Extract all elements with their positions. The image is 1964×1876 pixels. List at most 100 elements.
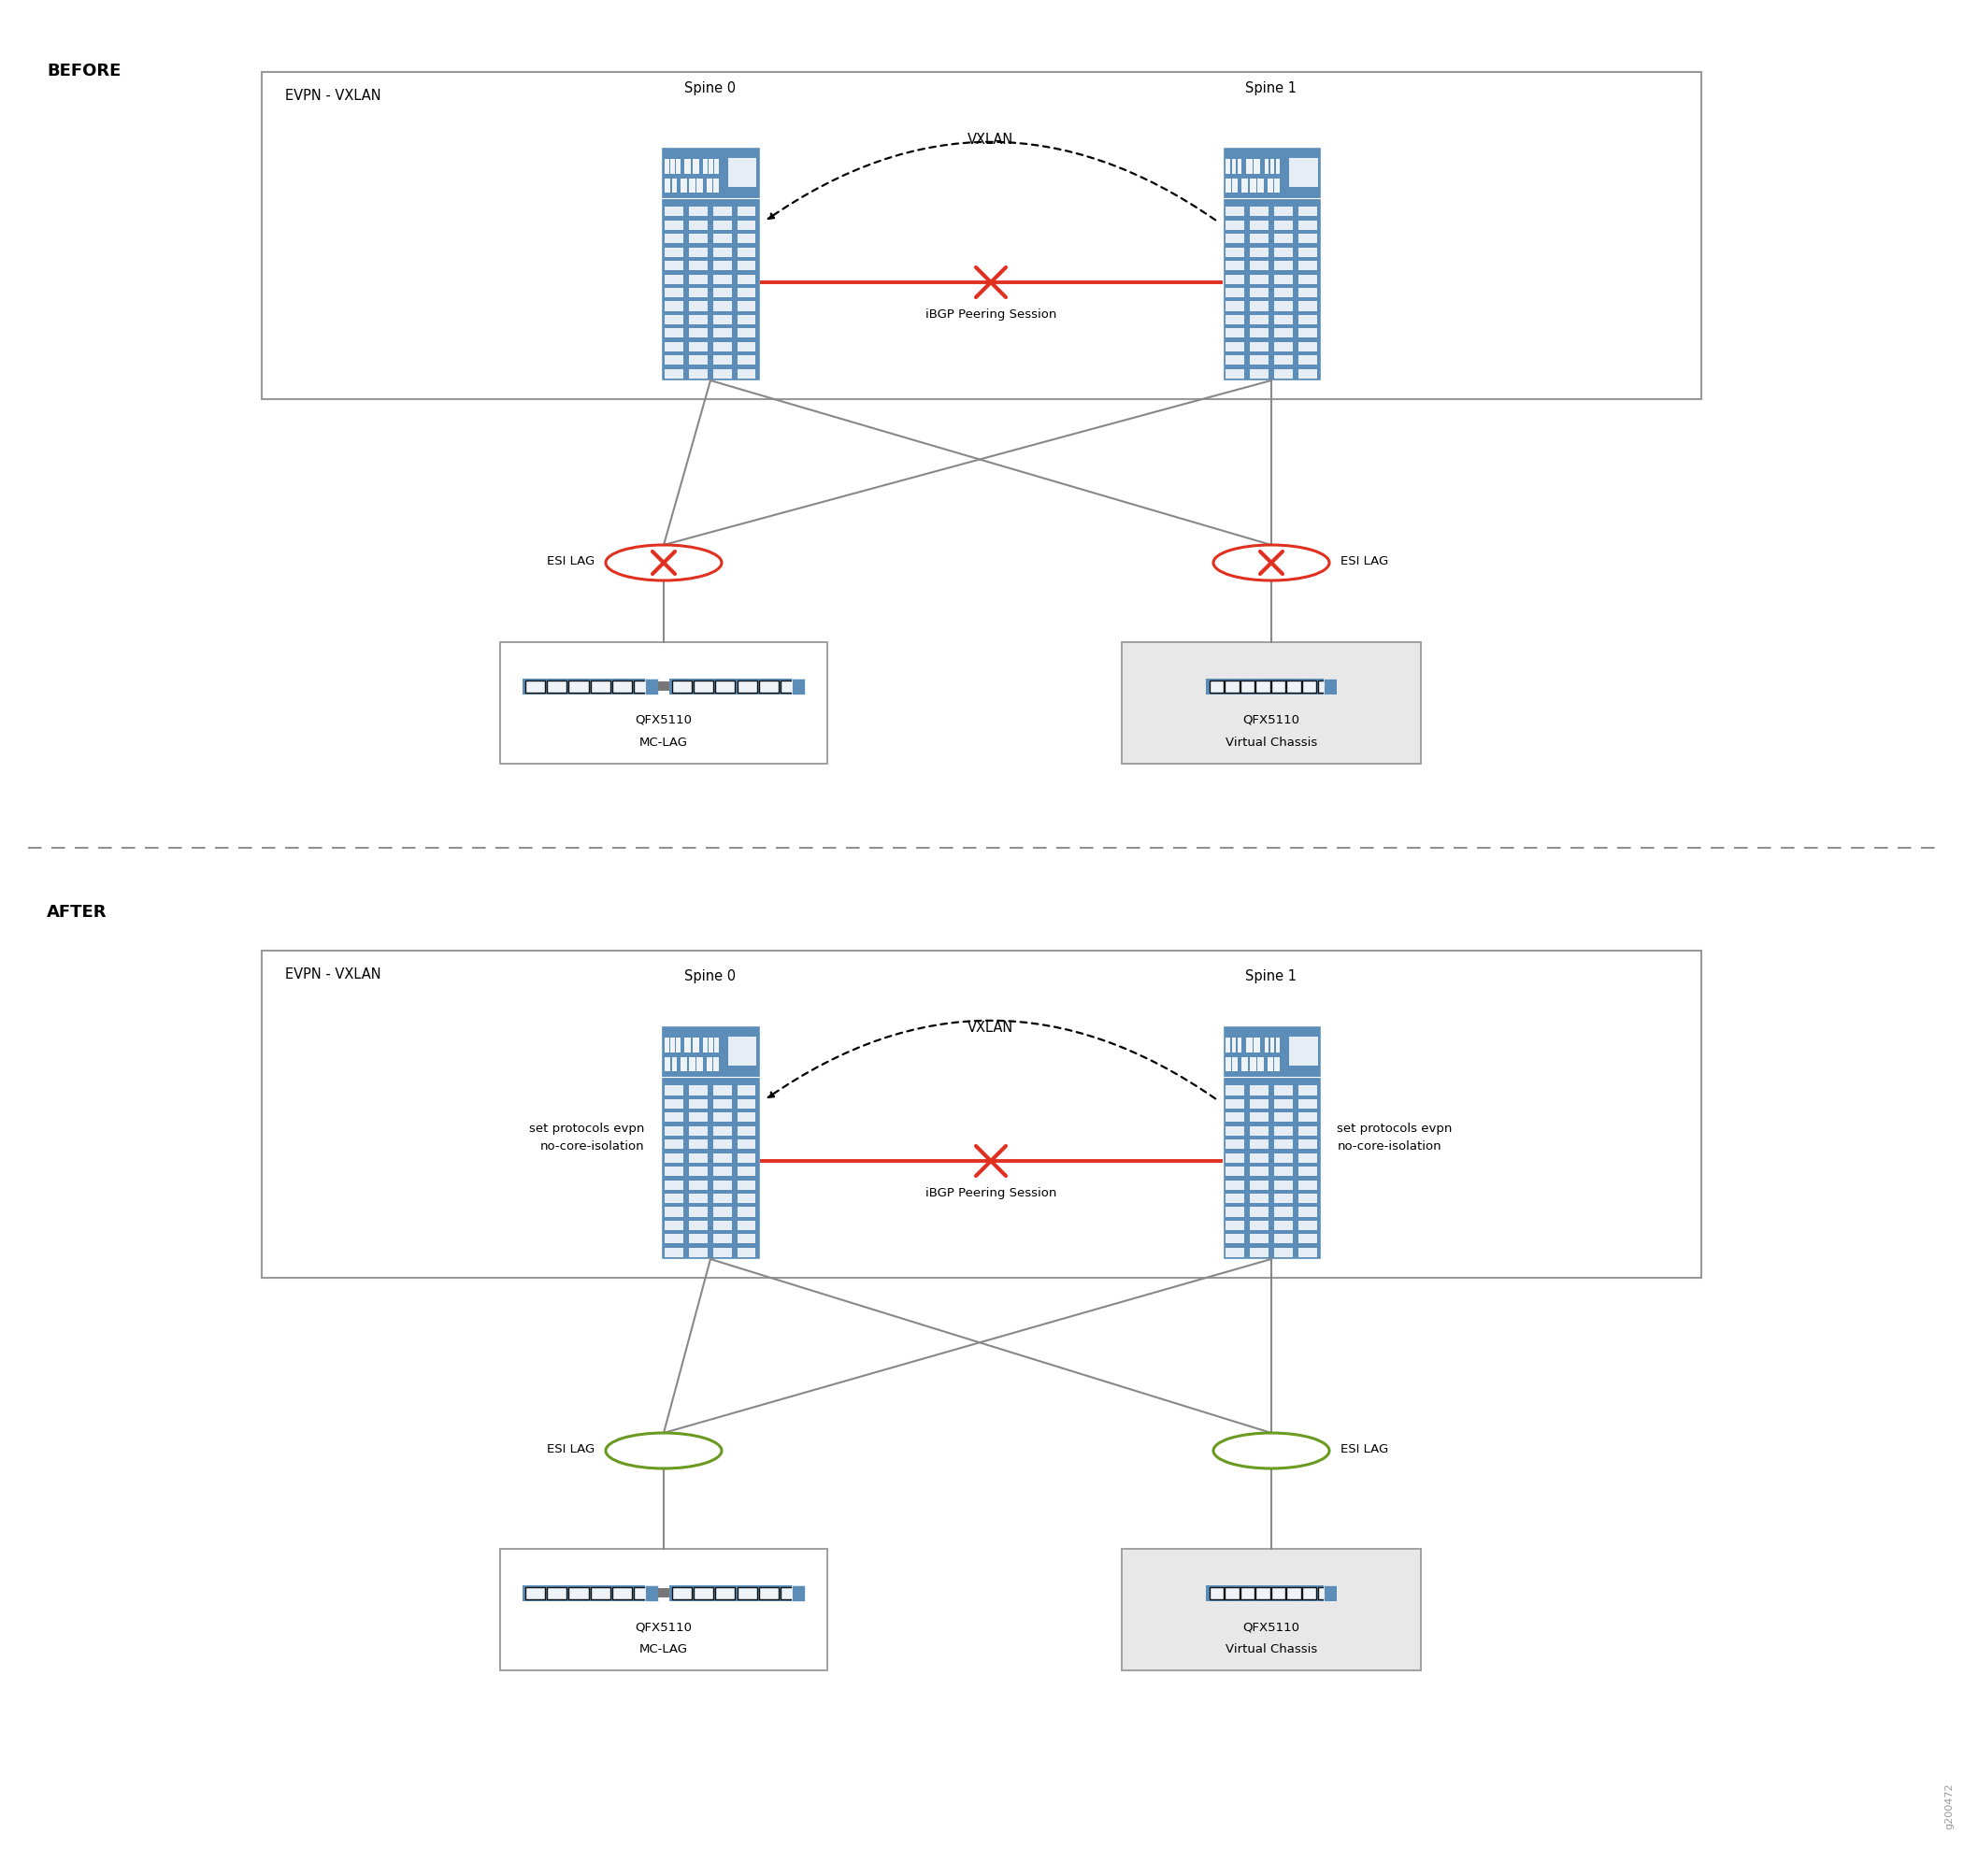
FancyBboxPatch shape bbox=[689, 1248, 707, 1257]
Text: MC-LAG: MC-LAG bbox=[640, 737, 687, 749]
FancyBboxPatch shape bbox=[1271, 1587, 1284, 1598]
FancyBboxPatch shape bbox=[666, 206, 683, 216]
FancyBboxPatch shape bbox=[713, 287, 733, 298]
FancyBboxPatch shape bbox=[689, 261, 707, 270]
FancyBboxPatch shape bbox=[689, 1180, 707, 1189]
FancyBboxPatch shape bbox=[713, 1193, 733, 1203]
FancyBboxPatch shape bbox=[672, 1037, 676, 1052]
FancyBboxPatch shape bbox=[1298, 1086, 1316, 1096]
FancyBboxPatch shape bbox=[689, 1139, 707, 1148]
FancyBboxPatch shape bbox=[736, 206, 756, 216]
FancyBboxPatch shape bbox=[1275, 341, 1292, 351]
FancyBboxPatch shape bbox=[689, 1193, 707, 1203]
FancyBboxPatch shape bbox=[689, 370, 707, 379]
FancyBboxPatch shape bbox=[736, 341, 756, 351]
FancyBboxPatch shape bbox=[662, 1026, 760, 1077]
FancyBboxPatch shape bbox=[1267, 178, 1273, 193]
FancyBboxPatch shape bbox=[666, 1139, 683, 1148]
FancyBboxPatch shape bbox=[707, 178, 711, 193]
FancyBboxPatch shape bbox=[662, 146, 760, 381]
FancyBboxPatch shape bbox=[1298, 315, 1316, 325]
FancyBboxPatch shape bbox=[736, 1086, 756, 1096]
FancyBboxPatch shape bbox=[1241, 679, 1255, 692]
FancyBboxPatch shape bbox=[1226, 370, 1245, 379]
FancyBboxPatch shape bbox=[1298, 1206, 1316, 1216]
FancyBboxPatch shape bbox=[666, 287, 683, 298]
FancyBboxPatch shape bbox=[548, 679, 568, 692]
FancyBboxPatch shape bbox=[1226, 341, 1245, 351]
FancyBboxPatch shape bbox=[685, 1037, 691, 1052]
FancyBboxPatch shape bbox=[713, 1056, 719, 1071]
FancyBboxPatch shape bbox=[666, 248, 683, 257]
FancyBboxPatch shape bbox=[666, 1193, 683, 1203]
FancyBboxPatch shape bbox=[1249, 1154, 1269, 1163]
FancyBboxPatch shape bbox=[1275, 1167, 1292, 1176]
FancyBboxPatch shape bbox=[666, 1086, 683, 1096]
FancyBboxPatch shape bbox=[713, 221, 733, 231]
FancyBboxPatch shape bbox=[1275, 1234, 1292, 1244]
FancyBboxPatch shape bbox=[666, 355, 683, 366]
FancyBboxPatch shape bbox=[693, 159, 699, 173]
FancyBboxPatch shape bbox=[1318, 1587, 1332, 1598]
FancyBboxPatch shape bbox=[689, 221, 707, 231]
FancyArrowPatch shape bbox=[768, 143, 1216, 219]
FancyBboxPatch shape bbox=[672, 1587, 691, 1598]
FancyBboxPatch shape bbox=[1298, 248, 1316, 257]
FancyBboxPatch shape bbox=[666, 234, 683, 244]
Text: EVPN - VXLAN: EVPN - VXLAN bbox=[285, 88, 381, 103]
FancyBboxPatch shape bbox=[1275, 261, 1292, 270]
FancyBboxPatch shape bbox=[666, 1221, 683, 1231]
FancyBboxPatch shape bbox=[1275, 1193, 1292, 1203]
FancyBboxPatch shape bbox=[689, 328, 707, 338]
FancyBboxPatch shape bbox=[570, 679, 589, 692]
FancyBboxPatch shape bbox=[666, 315, 683, 325]
FancyBboxPatch shape bbox=[1222, 1026, 1320, 1259]
FancyBboxPatch shape bbox=[1271, 679, 1284, 692]
FancyBboxPatch shape bbox=[1226, 328, 1245, 338]
FancyBboxPatch shape bbox=[1233, 178, 1237, 193]
Text: set protocols evpn
no-core-isolation: set protocols evpn no-core-isolation bbox=[1337, 1124, 1453, 1152]
FancyBboxPatch shape bbox=[1298, 261, 1316, 270]
FancyBboxPatch shape bbox=[1275, 1221, 1292, 1231]
FancyBboxPatch shape bbox=[689, 1056, 695, 1071]
FancyBboxPatch shape bbox=[1249, 206, 1269, 216]
FancyBboxPatch shape bbox=[1249, 1221, 1269, 1231]
FancyBboxPatch shape bbox=[736, 1126, 756, 1135]
FancyBboxPatch shape bbox=[1275, 328, 1292, 338]
FancyBboxPatch shape bbox=[634, 1587, 654, 1598]
FancyBboxPatch shape bbox=[1121, 1550, 1420, 1670]
Text: EVPN - VXLAN: EVPN - VXLAN bbox=[285, 968, 381, 981]
FancyBboxPatch shape bbox=[666, 1180, 683, 1189]
FancyBboxPatch shape bbox=[736, 287, 756, 298]
FancyBboxPatch shape bbox=[713, 206, 733, 216]
FancyBboxPatch shape bbox=[1298, 1099, 1316, 1109]
Text: Spine 0: Spine 0 bbox=[685, 970, 736, 983]
Text: Spine 1: Spine 1 bbox=[1245, 970, 1296, 983]
FancyBboxPatch shape bbox=[1257, 1056, 1265, 1071]
FancyBboxPatch shape bbox=[501, 642, 827, 764]
FancyBboxPatch shape bbox=[1286, 1587, 1300, 1598]
FancyBboxPatch shape bbox=[670, 677, 805, 694]
FancyBboxPatch shape bbox=[697, 178, 703, 193]
FancyBboxPatch shape bbox=[758, 1587, 778, 1598]
FancyBboxPatch shape bbox=[666, 221, 683, 231]
FancyBboxPatch shape bbox=[736, 1193, 756, 1203]
FancyBboxPatch shape bbox=[1226, 248, 1245, 257]
FancyBboxPatch shape bbox=[713, 315, 733, 325]
FancyBboxPatch shape bbox=[1275, 1139, 1292, 1148]
FancyBboxPatch shape bbox=[666, 1112, 683, 1122]
FancyBboxPatch shape bbox=[666, 261, 683, 270]
Text: iBGP Peering Session: iBGP Peering Session bbox=[925, 1188, 1057, 1199]
FancyBboxPatch shape bbox=[666, 1056, 670, 1071]
FancyBboxPatch shape bbox=[1298, 355, 1316, 366]
FancyBboxPatch shape bbox=[501, 1550, 827, 1670]
FancyBboxPatch shape bbox=[1324, 1585, 1337, 1600]
FancyBboxPatch shape bbox=[713, 1086, 733, 1096]
FancyBboxPatch shape bbox=[1249, 1086, 1269, 1096]
FancyBboxPatch shape bbox=[1298, 1154, 1316, 1163]
FancyBboxPatch shape bbox=[672, 679, 691, 692]
FancyBboxPatch shape bbox=[1286, 679, 1300, 692]
FancyBboxPatch shape bbox=[791, 1585, 805, 1600]
FancyBboxPatch shape bbox=[689, 1099, 707, 1109]
FancyBboxPatch shape bbox=[261, 71, 1701, 400]
